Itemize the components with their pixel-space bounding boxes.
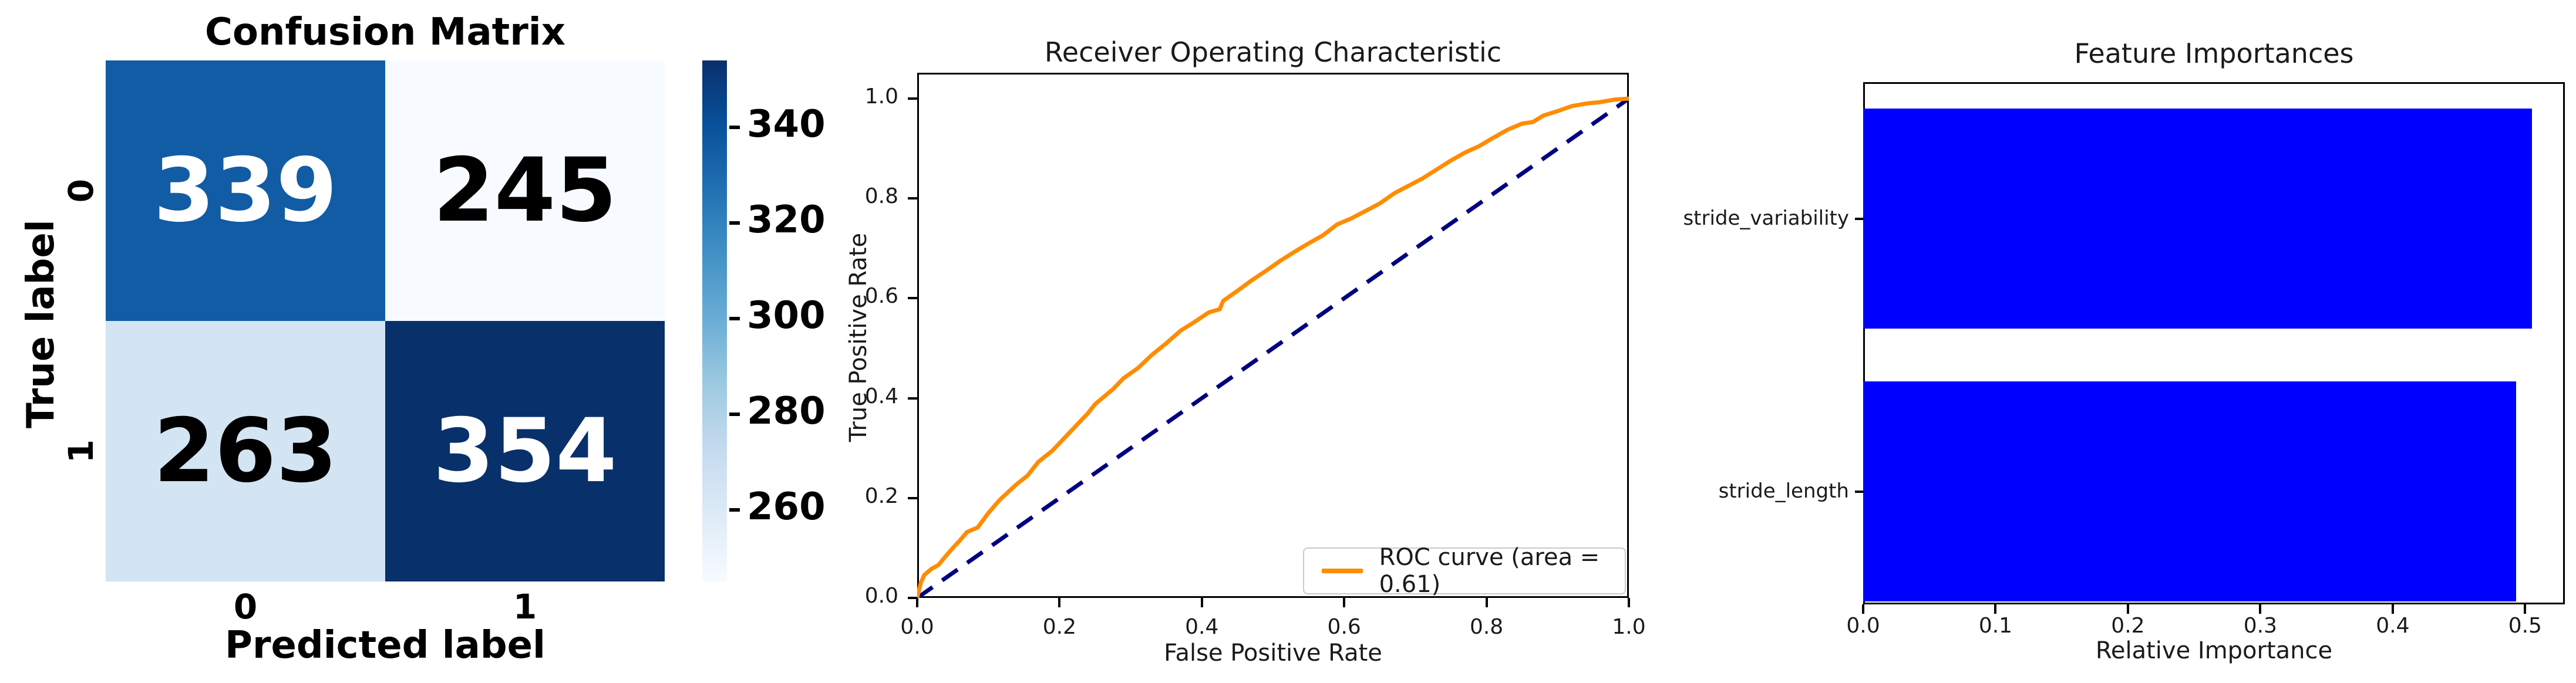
roc-xtick-label: 1.0 [1612,615,1646,639]
fi-ytick-label: stride_length [1718,479,1849,503]
fi-xtickmark [2391,604,2394,614]
roc-curve [917,96,1629,598]
fi-ytick-label: stride_variability [1683,206,1849,230]
colorbar-tick-label: 340 [747,103,826,147]
cm-cell: 263 [106,321,385,581]
roc-ytick-label: 0.2 [864,483,898,508]
feature-importances-title: Feature Importances [2074,38,2354,69]
cm-cell-value: 245 [433,140,617,242]
fi-ytickmark [1855,217,1863,220]
roc-ytick-label: 0.8 [864,184,898,209]
roc-ylabel: True Positive Rate [845,232,872,442]
roc-xtickmark [1628,598,1630,607]
feature-importances-xlabel: Relative Importance [2095,637,2333,664]
cm-cell-value: 354 [433,400,617,502]
colorbar-tick-label: 280 [747,389,826,433]
colorbar-tick-label: 320 [747,198,826,242]
fi-xtickmark [1994,604,1997,614]
fi-xtickmark [2126,604,2129,614]
roc-ytick-label: 1.0 [864,84,898,109]
fi-xtick-label: 0.5 [2508,614,2542,638]
fi-xtick-label: 0.1 [1978,614,2013,638]
colorbar-tick-label: 260 [747,485,826,529]
roc-ytick-label: 0.4 [864,384,898,408]
confusion-matrix-ylabel: True label [19,219,63,428]
colorbar-tickmark [729,221,740,225]
roc-xtickmark [1343,598,1346,607]
colorbar-tickmark [729,412,740,416]
colorbar-tickmark [729,508,740,512]
confusion-matrix-title: Confusion Matrix [205,11,565,54]
roc-ytickmark [908,597,917,599]
cm-cell: 339 [106,60,385,321]
roc-ytickmark [908,97,917,100]
roc-xtickmark [916,598,918,607]
roc-xtick-label: 0.6 [1327,615,1361,639]
cm-cell-value: 339 [153,140,338,242]
cm-cell-value: 263 [153,400,338,502]
cm-cell: 245 [385,60,665,321]
roc-legend: ROC curve (area = 0.61) [1303,544,1626,598]
cm-ytick-label: 0 [61,178,101,203]
roc-xtick-label: 0.2 [1042,615,1077,639]
fi-xtick-label: 0.4 [2376,614,2410,638]
roc-plot-area [917,96,1629,598]
roc-axes [917,73,1629,598]
fi-xtick-label: 0.2 [2111,614,2145,638]
cm-xtick-label: 0 [233,587,258,627]
roc-ytick-label: 0.0 [864,584,898,608]
cm-ytick-label: 1 [61,439,101,464]
roc-legend-line-sample [1322,569,1363,573]
fi-xtickmark [2524,604,2527,614]
roc-xtick-label: 0.4 [1185,615,1219,639]
roc-ytick-label: 0.6 [864,284,898,309]
roc-xtickmark [1058,598,1061,607]
roc-xtick-label: 0.8 [1469,615,1504,639]
confusion-matrix-xlabel: Predicted label [225,624,545,667]
fi-xtickmark [2259,604,2262,614]
cm-cell: 354 [385,321,665,581]
fi-ytickmark [1855,490,1863,493]
colorbar [702,60,727,581]
roc-ytickmark [908,197,917,200]
roc-legend-label: ROC curve (area = 0.61) [1379,544,1600,598]
colorbar-tickmark [729,126,740,130]
fi-bar [1863,109,2532,329]
roc-title: Receiver Operating Characteristic [1044,36,1502,68]
roc-ytickmark [908,297,917,300]
fi-xtick-label: 0.3 [2243,614,2278,638]
roc-ytickmark [908,397,917,400]
roc-xtickmark [1485,598,1488,607]
roc-xtickmark [1200,598,1203,607]
roc-ytickmark [908,496,917,499]
colorbar-tick-label: 300 [747,293,826,337]
cm-xtick-label: 1 [513,587,537,627]
roc-xlabel: False Positive Rate [1164,640,1382,667]
roc-chance-diagonal [917,97,1629,598]
colorbar-tickmark [729,316,740,320]
confusion-matrix-grid: 339 245 263 354 [106,60,665,581]
roc-xtick-label: 0.0 [900,615,934,639]
fi-xtick-label: 0.0 [1846,614,1880,638]
fi-xtickmark [1862,604,1864,614]
fi-bar [1863,381,2516,601]
